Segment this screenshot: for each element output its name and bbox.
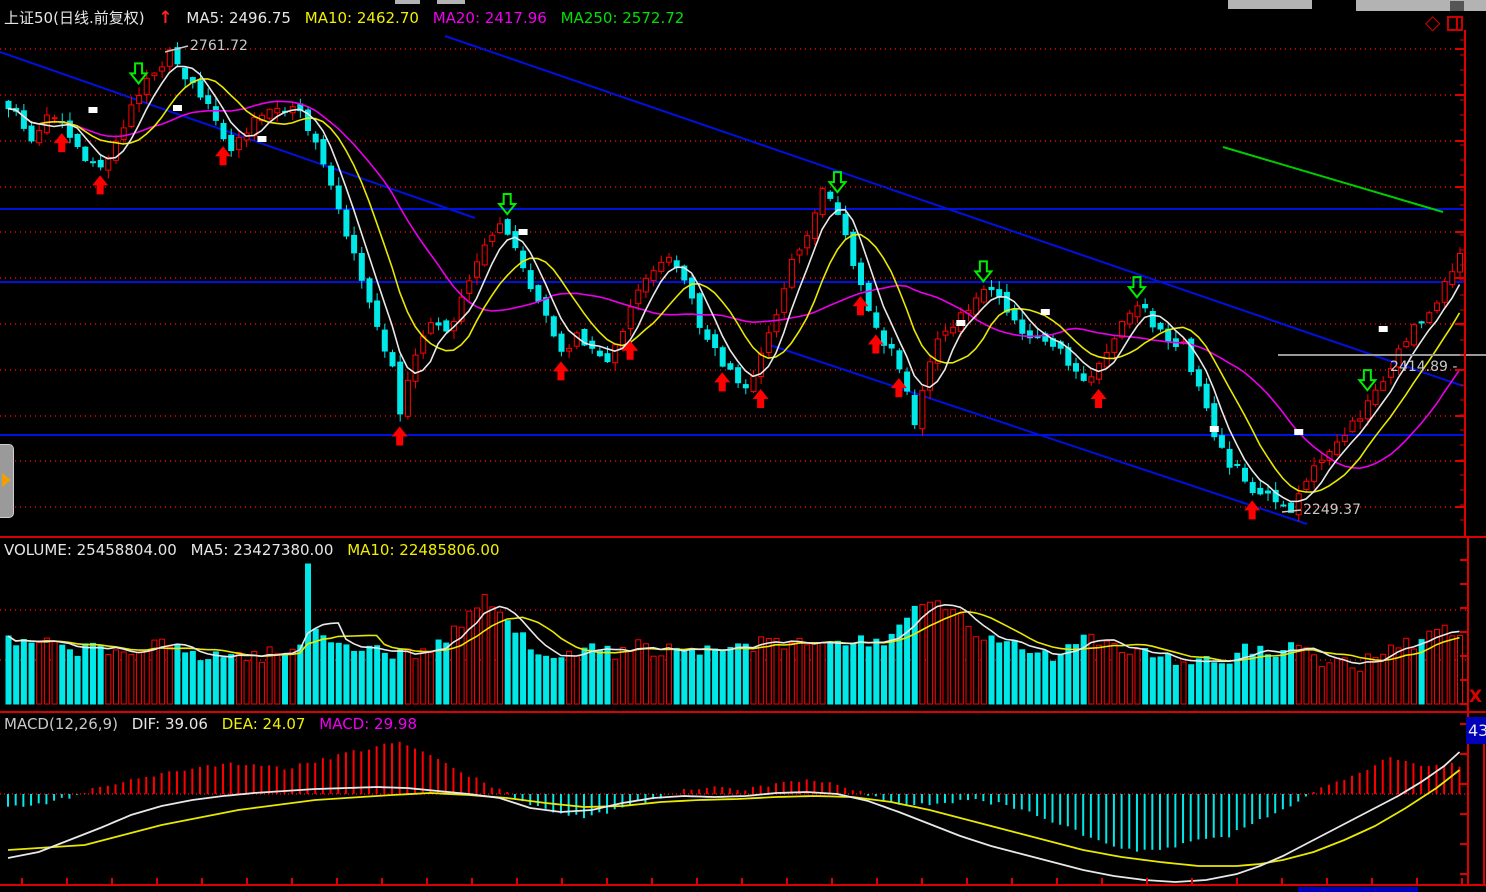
side-panel-toggle[interactable] xyxy=(0,444,14,518)
expand-arrow-icon xyxy=(2,473,11,487)
volume-bars xyxy=(5,563,1464,705)
macd-readout: MACD: 29.98 xyxy=(319,715,417,733)
scrollbar-fragment xyxy=(1298,887,1418,892)
split-window-icon[interactable] xyxy=(1447,16,1463,31)
dea-readout: DEA: 24.07 xyxy=(221,715,306,733)
ma-lines xyxy=(7,65,1461,503)
ma20-readout: MA20: 2417.96 xyxy=(432,9,547,27)
macd-indicator-name: MACD(12,26,9) xyxy=(4,715,118,733)
ma250-readout: MA250: 2572.72 xyxy=(560,9,685,27)
macd-histogram xyxy=(7,741,1461,852)
right-price-axis xyxy=(1455,30,1485,886)
price-gridlines xyxy=(0,48,1465,508)
low-price-label: 2249.37 xyxy=(1303,502,1361,518)
window-chrome-notch xyxy=(1450,1,1464,11)
dif-readout: DIF: 39.06 xyxy=(131,715,208,733)
volume-pane-header: VOLUME: 25458804.00 MA5: 23427380.00 MA1… xyxy=(4,541,509,559)
right-margin-badge: 43 xyxy=(1466,717,1486,744)
diamond-icon[interactable]: ◇ xyxy=(1425,10,1441,34)
sell-arrows xyxy=(128,62,1378,392)
macd-lines xyxy=(7,751,1461,883)
volume-ma10-readout: MA10: 22485806.00 xyxy=(347,541,500,559)
split-window-divider xyxy=(1456,18,1458,29)
ma10-readout: MA10: 2462.70 xyxy=(304,9,419,27)
window-chrome-fragment xyxy=(1228,0,1312,9)
window-chrome-fragment xyxy=(437,0,465,4)
volume-readout: VOLUME: 25458804.00 xyxy=(4,541,177,559)
pane-separators xyxy=(0,536,1486,886)
buy-arrows xyxy=(53,133,1261,520)
macd-pane-header: MACD(12,26,9) DIF: 39.06 DEA: 24.07 MACD… xyxy=(4,715,426,733)
main-chart-header: 上证50(日线.前复权) ↑ MA5: 2496.75 MA10: 2462.7… xyxy=(4,7,693,28)
horizontal-support-lines xyxy=(0,208,1465,436)
white-square-markers xyxy=(88,105,1388,435)
right-margin-x-label: X xyxy=(1469,687,1483,707)
volume-ma5-readout: MA5: 23427380.00 xyxy=(190,541,334,559)
candles-layer xyxy=(5,42,1463,522)
symbol-title: 上证50(日线.前复权) xyxy=(4,9,145,27)
ma5-readout: MA5: 2496.75 xyxy=(186,9,291,27)
high-price-label: 2761.72 xyxy=(190,38,248,54)
trendlines xyxy=(0,35,1464,525)
window-chrome-fragment xyxy=(1356,0,1486,11)
buy-signal-icon: ↑ xyxy=(158,8,173,28)
last-price-label: 2414.89 - xyxy=(1390,359,1458,375)
volume-ma-lines xyxy=(7,603,1460,665)
time-axis-ticks xyxy=(21,878,1463,885)
window-chrome-fragment xyxy=(395,0,420,4)
